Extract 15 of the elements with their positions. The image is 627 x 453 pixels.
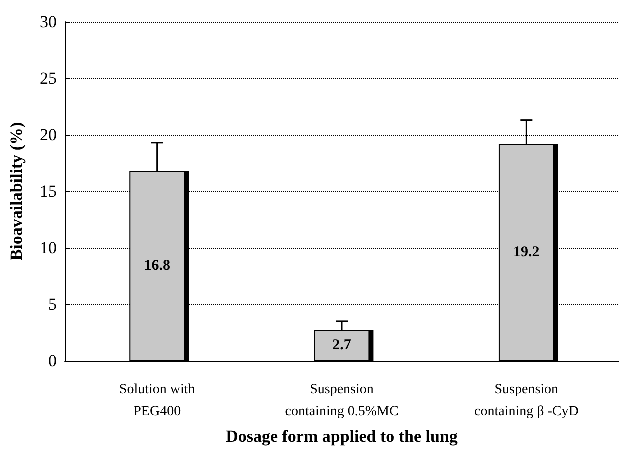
y-tick-label: 25 xyxy=(40,69,57,88)
y-axis-title: Bioavailability (%) xyxy=(7,122,26,261)
x-axis-title: Dosage form applied to the lung xyxy=(226,426,458,446)
y-tick-label: 0 xyxy=(48,352,57,370)
y-tick-label: 30 xyxy=(40,12,57,32)
x-tick-label: Suspension containing 0.5%MC xyxy=(285,382,399,420)
y-tick-label: 10 xyxy=(40,238,57,258)
x-tick-label: Solution with PEG400 xyxy=(119,382,196,420)
y-tick-label: 20 xyxy=(40,126,57,144)
data-label: 19.2 xyxy=(514,244,540,261)
x-tick-label: Suspension containing β -CyD xyxy=(474,382,579,420)
y-tick-label: 15 xyxy=(40,182,57,201)
y-tick-label: 5 xyxy=(48,295,57,314)
data-label: 2.7 xyxy=(332,338,352,354)
data-label: 16.8 xyxy=(144,258,170,274)
